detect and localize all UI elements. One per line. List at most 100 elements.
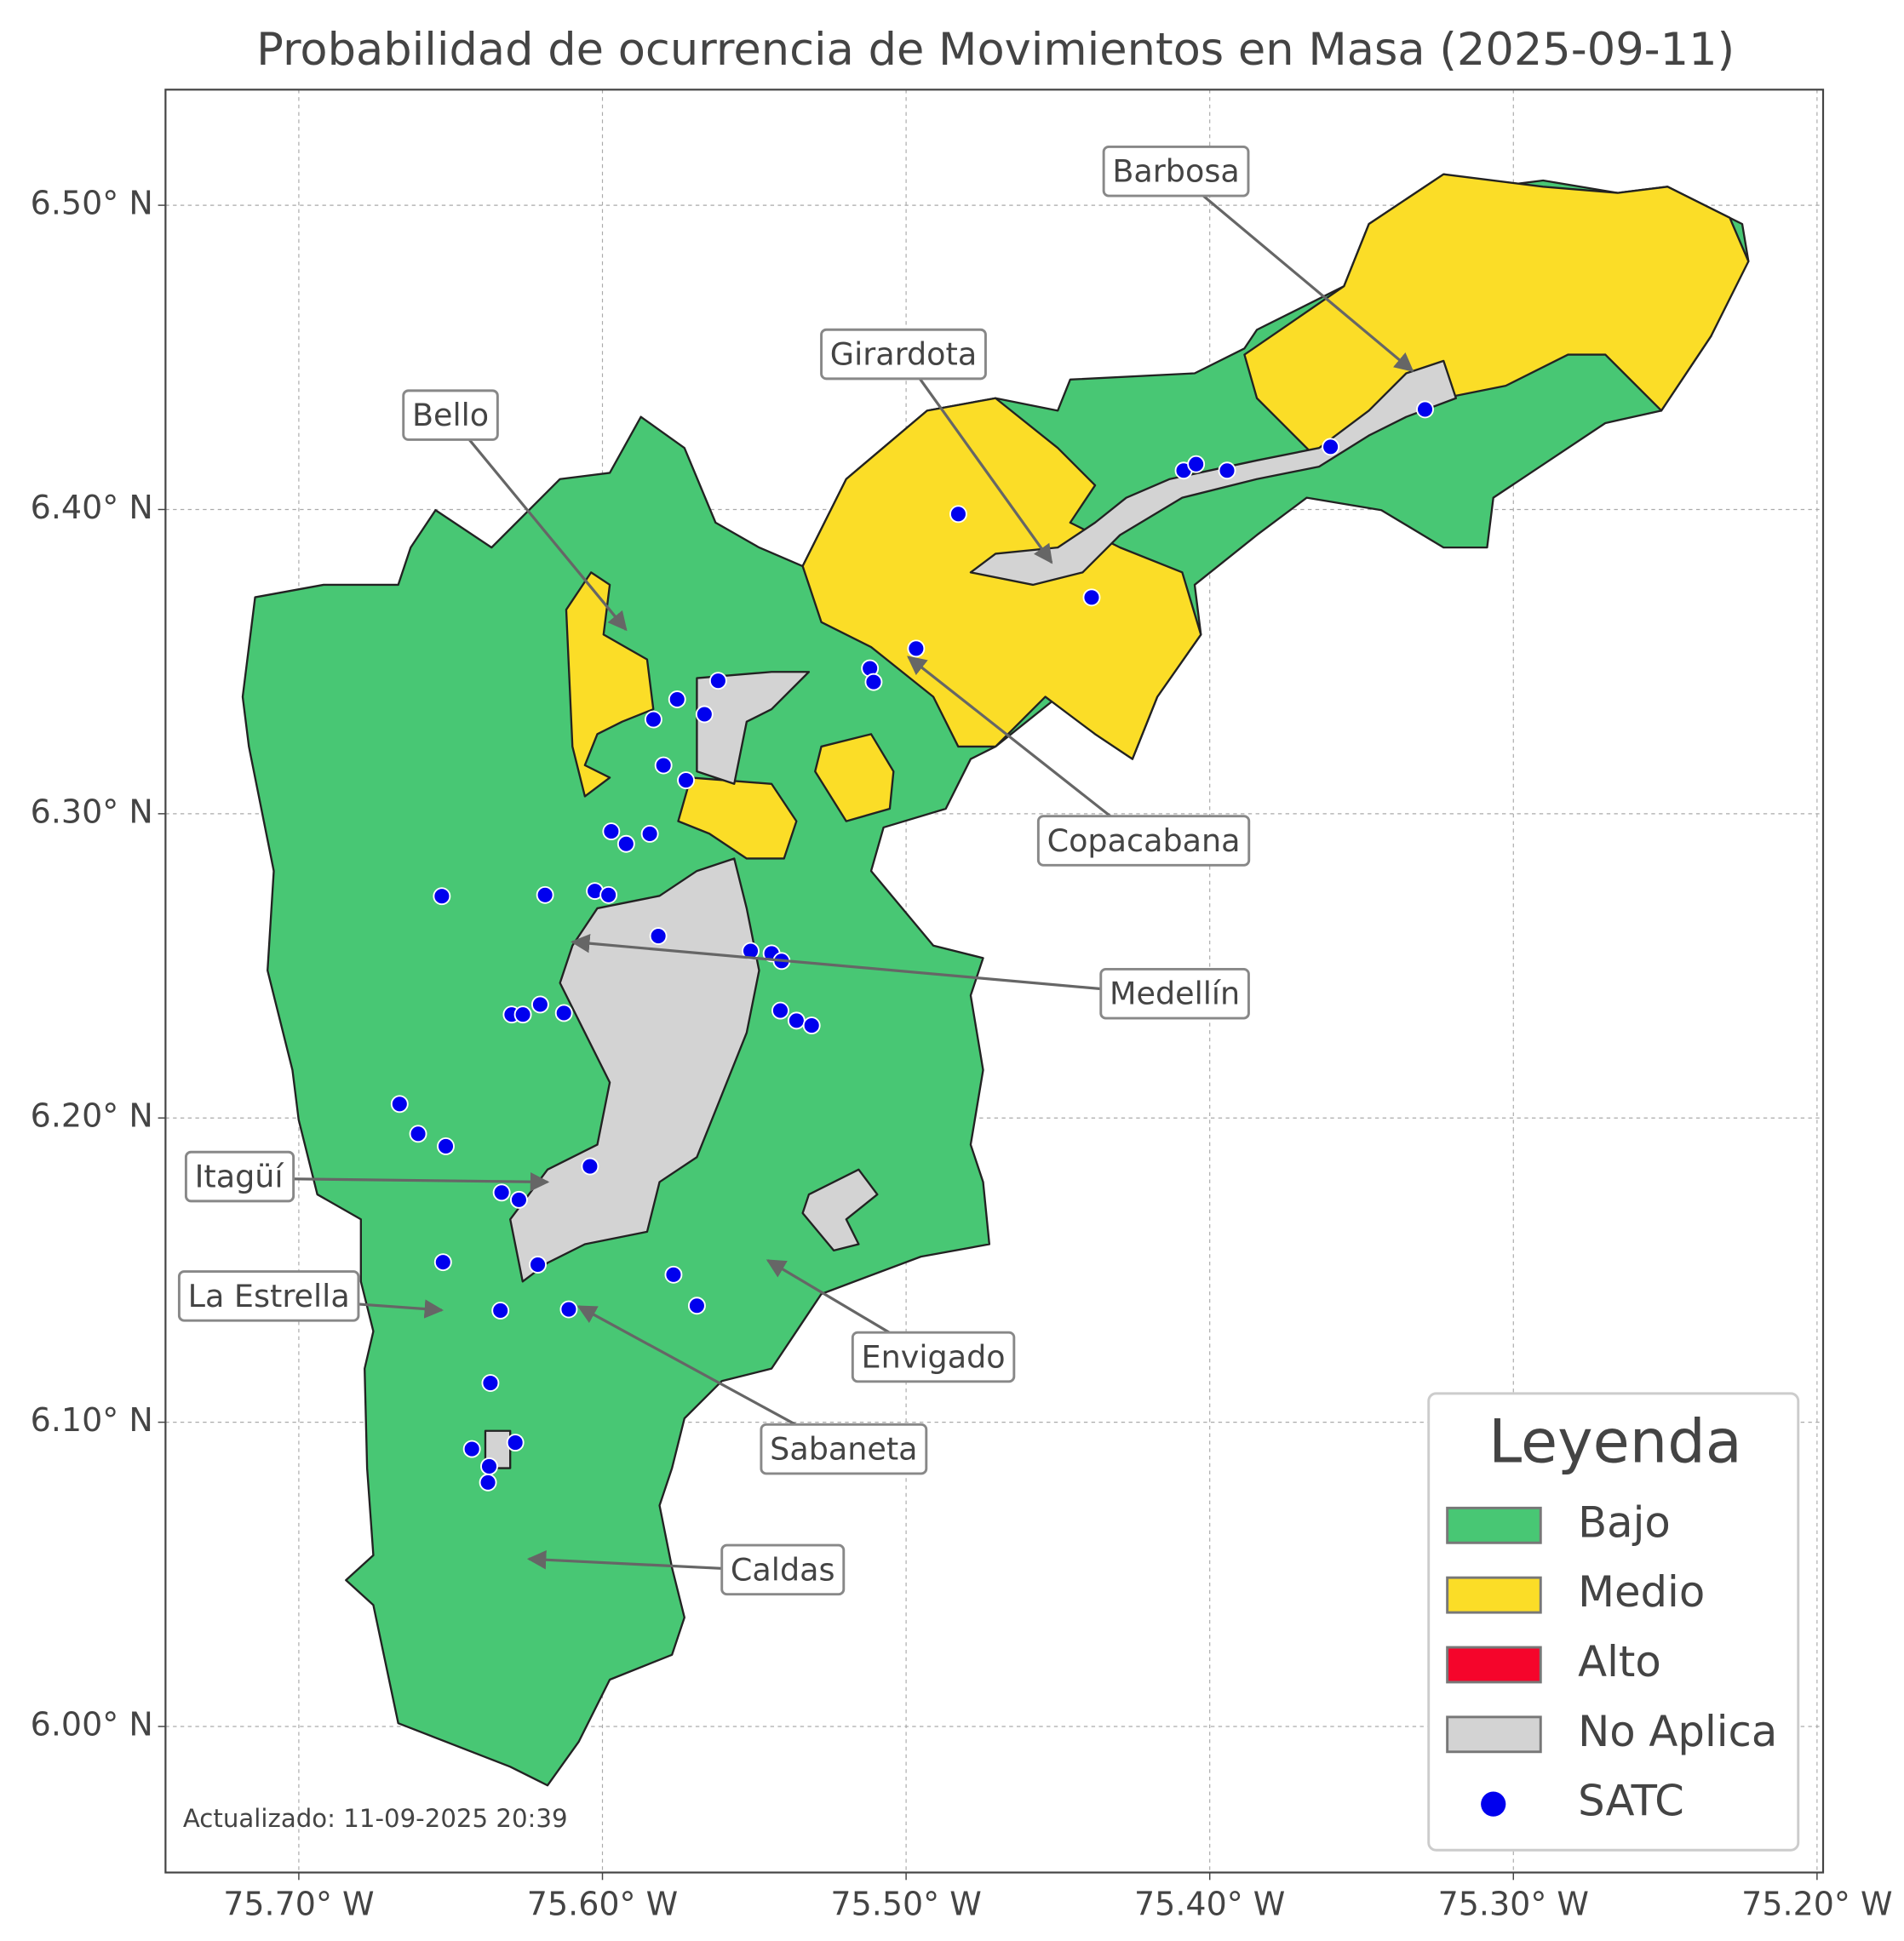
x-tick-label: 75.70° W: [223, 1886, 374, 1923]
annotation-arrow: [571, 933, 1175, 997]
satc-station: [644, 710, 662, 729]
satc-station: [491, 1302, 510, 1320]
satc-station: [433, 1253, 452, 1272]
satc-station: [513, 1005, 532, 1024]
x-tick-label: 75.60° W: [527, 1886, 678, 1923]
legend-swatch: [1446, 1646, 1542, 1684]
annotation-label: Copacabana: [1047, 822, 1241, 859]
annotation: Itagüí: [184, 1150, 295, 1203]
legend-label: Medio: [1578, 1567, 1705, 1617]
satc-station: [1322, 438, 1340, 456]
legend-swatch: [1446, 1506, 1542, 1544]
y-tick-label: 6.10° N: [31, 1401, 153, 1439]
satc-station: [529, 1256, 548, 1274]
legend-swatch: [1446, 1576, 1542, 1614]
annotation: Barbosa: [1102, 145, 1250, 198]
annotation: Bello: [402, 389, 499, 441]
x-tick-label: 75.50° W: [830, 1886, 981, 1923]
region-no-aplica: [801, 1168, 879, 1251]
annotation-label: Itagüí: [195, 1159, 285, 1195]
satc-station: [536, 885, 554, 904]
y-tick-label: 6.40° N: [31, 489, 153, 526]
satc-station: [708, 672, 727, 690]
region-no-aplica: [696, 671, 811, 785]
annotation-box: [402, 389, 499, 441]
satc-station: [668, 690, 686, 708]
satc-station: [559, 1300, 578, 1319]
annotation-label: Girardota: [830, 336, 977, 373]
legend-label: No Aplica: [1578, 1707, 1777, 1756]
footer-note: Actualizado: 11-09-2025 20:39: [183, 1804, 568, 1833]
satc-station: [1187, 455, 1206, 473]
satc-station: [695, 705, 714, 724]
annotation-label: Medellín: [1110, 976, 1240, 1012]
satc-station: [949, 505, 967, 524]
annotation-arrow: [1175, 171, 1414, 373]
legend-label: Alto: [1578, 1637, 1661, 1686]
legend-label: SATC: [1578, 1777, 1684, 1826]
legend-label: Bajo: [1578, 1497, 1671, 1547]
annotation: La Estrella: [177, 1270, 360, 1322]
satc-station: [462, 1440, 481, 1458]
x-tick-label: 75.40° W: [1134, 1886, 1285, 1923]
region-medio: [814, 733, 895, 822]
annotation-box: [1099, 967, 1250, 1020]
satc-station: [687, 1297, 706, 1315]
annotation-arrow: [902, 355, 1053, 564]
legend-title: Leyenda: [1488, 1406, 1742, 1476]
x-tick-label: 75.30° W: [1438, 1886, 1589, 1923]
annotation: Medellín: [1099, 967, 1250, 1020]
y-tick-label: 6.30° N: [31, 793, 153, 830]
annotation-box: [1036, 815, 1251, 867]
satc-station: [506, 1434, 525, 1452]
annotation-box: [720, 1543, 846, 1596]
satc-station: [480, 1457, 498, 1475]
y-tick-label: 6.20° N: [31, 1097, 153, 1135]
legend-marker: [1481, 1791, 1506, 1817]
annotation-label: Envigado: [862, 1338, 1006, 1375]
satc-station: [1082, 588, 1101, 607]
satc-station: [1218, 461, 1236, 480]
region-medio: [565, 571, 655, 798]
annotation-box: [177, 1270, 360, 1322]
legend-swatch: [1446, 1715, 1542, 1754]
satc-station: [390, 1095, 409, 1114]
annotation-label: Sabaneta: [770, 1431, 917, 1468]
satc-station: [649, 927, 668, 945]
annotation: Caldas: [720, 1543, 846, 1596]
satc-station: [433, 887, 451, 906]
satc-station: [492, 1183, 511, 1202]
annotation-box: [820, 328, 987, 381]
annotation-box: [184, 1150, 295, 1203]
satc-station: [599, 885, 618, 904]
satc-station: [1416, 400, 1434, 419]
annotation: Girardota: [820, 328, 987, 381]
region-medio: [677, 776, 798, 860]
chart-title: Probabilidad de ocurrencia de Movimiento…: [256, 24, 1735, 76]
satc-station: [581, 1157, 599, 1176]
satc-station: [907, 639, 926, 658]
annotation-box: [760, 1423, 928, 1475]
satc-station: [509, 1190, 528, 1209]
annotation-label: Barbosa: [1112, 153, 1239, 190]
satc-station: [602, 822, 621, 841]
y-tick-label: 6.50° N: [31, 185, 153, 222]
annotation-box: [851, 1331, 1016, 1383]
annotation: Copacabana: [1036, 815, 1251, 867]
annotation-arrow: [907, 656, 1145, 844]
satc-station: [802, 1016, 821, 1035]
annotation-label: Bello: [412, 397, 489, 433]
satc-station: [664, 1265, 683, 1284]
axes-frame: [164, 89, 1825, 1874]
satc-station: [640, 825, 659, 843]
region-no-aplica: [509, 857, 760, 1283]
annotation-label: Caldas: [731, 1551, 835, 1588]
annotation-arrow: [449, 415, 628, 632]
annotation: Sabaneta: [760, 1423, 928, 1475]
satc-station: [437, 1137, 455, 1155]
satc-station: [771, 1001, 789, 1020]
x-tick-label: 75.20° W: [1741, 1886, 1892, 1923]
satc-station: [481, 1374, 500, 1392]
